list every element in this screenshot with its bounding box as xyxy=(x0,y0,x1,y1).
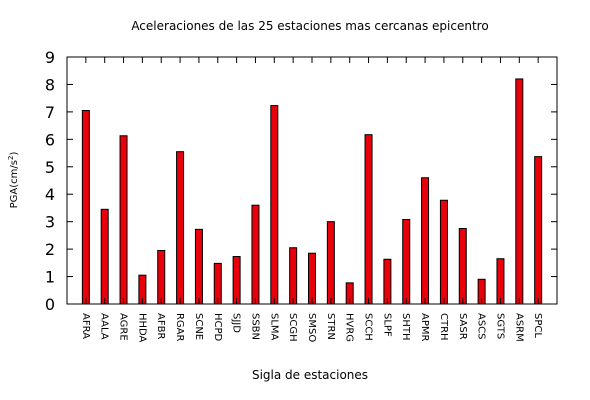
x-tick-label-afra: AFRA xyxy=(80,313,91,339)
x-tick-label-hvrg: HVRG xyxy=(344,313,355,342)
bar-sgts xyxy=(496,258,505,305)
bar-scch xyxy=(364,134,373,305)
x-tick-label-spcl: SPCL xyxy=(532,313,543,338)
bar-agre xyxy=(119,135,128,305)
y-tick-label: 1 xyxy=(45,268,55,287)
x-tick-label-sasr: SASR xyxy=(457,313,468,340)
bar-scgh xyxy=(289,247,298,305)
x-tick-label-sgts: SGTS xyxy=(494,313,505,339)
y-tick-label: 5 xyxy=(45,158,55,177)
bar-ssbn xyxy=(251,204,260,305)
bar-apmr xyxy=(421,177,430,305)
chart-title: Aceleraciones de las 25 estaciones mas c… xyxy=(131,19,488,33)
x-tick-label-scne: SCNE xyxy=(193,313,204,340)
x-tick-label-slpf: SLPF xyxy=(381,313,392,337)
x-tick-label-agre: AGRE xyxy=(118,313,129,341)
y-tick-label: 4 xyxy=(45,185,55,204)
x-tick-label-strn: STRN xyxy=(325,313,336,340)
x-tick-label-scch: SCCH xyxy=(363,313,374,341)
bar-sasr xyxy=(458,228,467,305)
bar-sjjd xyxy=(232,256,241,305)
x-tick-label-apmr: APMR xyxy=(419,313,430,341)
x-tick-label-rgar: RGAR xyxy=(174,313,185,342)
y-tick-label: 9 xyxy=(45,48,55,67)
bar-strn xyxy=(326,221,335,305)
x-tick-label-ssbn: SSBN xyxy=(249,313,260,340)
bar-smso xyxy=(308,252,316,305)
bar-afra xyxy=(81,110,90,305)
bar-slpf xyxy=(383,258,392,305)
y-tick-label: 7 xyxy=(45,103,55,122)
bar-slma xyxy=(270,105,279,305)
bar-shth xyxy=(402,218,411,305)
bar-ctrh xyxy=(439,199,448,305)
y-axis-label: PGA(cm/s2) xyxy=(7,152,20,209)
x-tick-label-asrm: ASRM xyxy=(513,313,524,342)
y-tick-label: 8 xyxy=(45,75,55,94)
bar-asrm xyxy=(515,78,524,305)
bar-hcpd xyxy=(213,262,222,305)
bars-group xyxy=(81,78,543,305)
x-tick-label-scgh: SCGH xyxy=(287,313,298,342)
x-tick-label-aala: AALA xyxy=(99,313,110,340)
x-tick-label-hhda: HHDA xyxy=(136,313,147,343)
bar-scne xyxy=(194,228,203,305)
x-tick-label-hcpd: HCPD xyxy=(212,313,223,342)
x-tick-label-ascs: ASCS xyxy=(476,313,487,340)
y-axis: 0 1 2 3 4 5 6 7 8 9 xyxy=(45,48,557,314)
y-tick-label: 6 xyxy=(45,130,55,149)
x-tick-label-afbr: AFBR xyxy=(155,313,166,339)
x-tick-label-slma: SLMA xyxy=(268,313,279,341)
bar-afbr xyxy=(157,249,166,305)
x-tick-label-ctrh: CTRH xyxy=(438,313,449,341)
bar-spcl xyxy=(534,156,543,305)
bar-rgar xyxy=(176,151,185,305)
y-tick-label: 3 xyxy=(45,213,55,232)
x-axis-label: Sigla de estaciones xyxy=(252,368,368,382)
x-axis: AFRA AALA AGRE HHDA AFBR RGAR SCNE HCPD SJJD SSBN… xyxy=(80,57,543,343)
bar-aala xyxy=(100,208,109,305)
x-tick-label-shth: SHTH xyxy=(400,313,411,341)
y-tick-label: 2 xyxy=(45,240,55,259)
x-tick-label-sjjd: SJJD xyxy=(231,313,242,333)
x-tick-label-smso: SMSO xyxy=(306,313,317,342)
y-tick-label: 0 xyxy=(45,295,55,314)
